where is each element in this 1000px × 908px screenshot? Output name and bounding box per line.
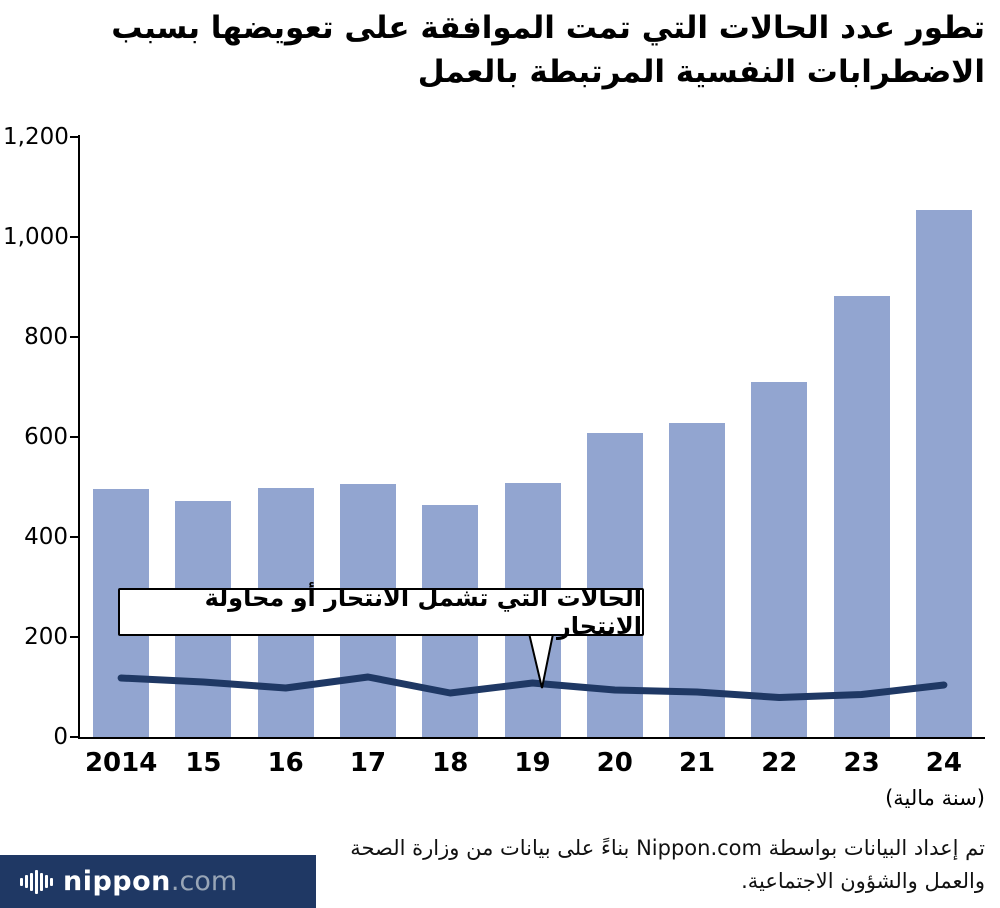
logo-text-suffix: .com xyxy=(170,866,238,897)
x-tick-label-23: 23 xyxy=(843,748,880,778)
x-tick-label-24: 24 xyxy=(925,748,962,778)
x-axis-line xyxy=(78,737,985,739)
y-tick-label-1,200: 1,200 xyxy=(3,124,69,150)
chart-title: تطور عدد الحالات التي تمت الموافقة على ت… xyxy=(15,6,985,94)
x-tick-label-15: 15 xyxy=(185,748,222,778)
nippon-logo-icon xyxy=(20,869,53,894)
x-tick-label-22: 22 xyxy=(761,748,798,778)
y-tick-mark xyxy=(70,336,78,338)
x-tick-label-17: 17 xyxy=(349,748,387,778)
chart-title-line2: الاضطرابات النفسية المرتبطة بالعمل xyxy=(417,54,985,91)
y-tick-label-200: 200 xyxy=(24,624,68,650)
annotation-text: الحالات التي تشمل الانتحار أو محاولة الا… xyxy=(204,584,642,640)
annotation-callout: الحالات التي تشمل الانتحار أو محاولة الا… xyxy=(118,584,644,640)
bar-24 xyxy=(915,209,972,737)
chart-title-line1: تطور عدد الحالات التي تمت الموافقة على ت… xyxy=(111,10,985,46)
footer-brand-bar: nippon .com xyxy=(0,855,316,908)
line-series-layer xyxy=(117,628,948,701)
x-tick-label-16: 16 xyxy=(267,748,304,778)
y-tick-mark xyxy=(70,136,78,138)
x-tick-label-21: 21 xyxy=(678,748,716,778)
x-axis-note: (سنة مالية) xyxy=(885,786,985,810)
x-tick-label-19: 19 xyxy=(514,748,551,778)
y-tick-label-600: 600 xyxy=(24,424,68,450)
x-tick-label-20: 20 xyxy=(596,748,633,778)
y-tick-mark xyxy=(70,436,78,438)
source-note: تم إعداد البيانات بواسطة Nippon.com بناء… xyxy=(350,832,985,897)
x-tick-label-2014: 2014 xyxy=(84,748,158,778)
y-tick-mark xyxy=(70,636,78,638)
y-tick-mark xyxy=(70,536,78,538)
bar-23 xyxy=(833,295,890,737)
y-axis-line xyxy=(78,135,80,739)
source-note-line1: تم إعداد البيانات بواسطة Nippon.com بناء… xyxy=(350,836,985,860)
y-tick-label-0: 0 xyxy=(53,724,68,750)
bar-22 xyxy=(751,382,808,737)
y-tick-mark xyxy=(70,736,78,738)
y-tick-mark xyxy=(70,236,78,238)
bar-21 xyxy=(669,422,726,737)
source-note-line2: والعمل والشؤون الاجتماعية. xyxy=(741,868,985,893)
y-tick-label-400: 400 xyxy=(24,524,68,550)
suicide-cases-line xyxy=(117,673,948,701)
x-tick-label-18: 18 xyxy=(432,748,469,778)
y-tick-label-800: 800 xyxy=(24,324,68,350)
logo-text-main: nippon xyxy=(63,866,171,897)
y-tick-label-1,000: 1,000 xyxy=(3,224,69,250)
